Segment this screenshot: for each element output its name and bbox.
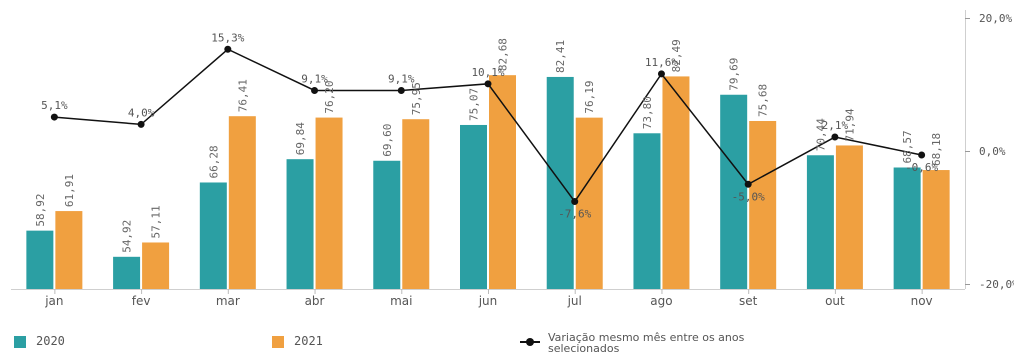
- bar-2021-nov[interactable]: [922, 170, 950, 289]
- data-label-2020: 75,07: [468, 88, 481, 121]
- legend-item-variation[interactable]: Variação mesmo mês entre os anos selecio…: [520, 332, 768, 354]
- variation-point-fev[interactable]: [137, 120, 145, 128]
- data-label-2020: 69,60: [381, 124, 394, 157]
- bar-2021-ago[interactable]: [662, 76, 690, 289]
- variation-label: 15,3%: [211, 31, 244, 44]
- variation-point-abr[interactable]: [311, 86, 319, 94]
- bar-2021-jun[interactable]: [489, 75, 516, 289]
- data-label-2021: 61,91: [63, 174, 76, 207]
- data-label-2021: 76,41: [236, 79, 249, 112]
- bar-2020-jun[interactable]: [460, 124, 487, 289]
- variation-point-jan[interactable]: [50, 113, 58, 121]
- variation-point-mai[interactable]: [397, 86, 405, 94]
- legend-swatch-2021: [272, 336, 284, 348]
- data-label-2020: 73,80: [641, 96, 654, 129]
- bar-2020-nov[interactable]: [893, 167, 921, 289]
- data-label-2020: 58,92: [34, 194, 47, 227]
- bar-2020-abr[interactable]: [286, 159, 314, 289]
- variation-label: 2,1%: [822, 119, 849, 132]
- data-label-2021: 71,94: [843, 108, 856, 141]
- chart: 20,0% 0,0% -20,0% jan fev mar abr mai jun jul ago s…: [11, 10, 1014, 308]
- data-label-2020: 70,44: [814, 118, 827, 151]
- y2-tick-label: -20,0%: [979, 278, 1014, 291]
- variation-label: 10,1%: [471, 66, 504, 79]
- data-label-2020: 69,84: [294, 122, 307, 155]
- variation-label: -5,0%: [732, 190, 765, 203]
- bars-layer: [26, 75, 950, 289]
- bar-2021-out[interactable]: [835, 145, 863, 289]
- variation-label: -7,6%: [558, 208, 591, 221]
- variation-point-nov[interactable]: [918, 151, 926, 159]
- bar-2021-fev[interactable]: [142, 242, 170, 289]
- bar-2021-mai[interactable]: [402, 119, 430, 289]
- x-tick-label-ago: ago: [650, 294, 672, 308]
- bar-2020-fev[interactable]: [113, 256, 141, 289]
- bar-2020-out[interactable]: [806, 155, 834, 289]
- data-label-2021: 75,95: [410, 82, 423, 115]
- x-tick-label-set: set: [739, 294, 758, 308]
- variation-point-mar[interactable]: [224, 45, 232, 53]
- variation-label: 4,0%: [128, 106, 155, 119]
- legend-swatch-2020: [14, 336, 26, 348]
- data-label-2020: 68,57: [901, 130, 914, 163]
- bar-2020-mar[interactable]: [199, 182, 227, 289]
- bar-2021-set[interactable]: [749, 120, 777, 289]
- x-tick-label-abr: abr: [305, 294, 325, 308]
- x-tick-label-nov: nov: [911, 294, 933, 308]
- legend-label-2021: 2021: [294, 334, 323, 348]
- data-label-2021: 82,68: [497, 38, 510, 71]
- data-label-2021: 76,20: [323, 80, 336, 113]
- variation-label: 11,6%: [645, 56, 678, 69]
- bar-2021-abr[interactable]: [315, 117, 343, 289]
- x-tick-label-jul: jul: [567, 294, 582, 308]
- bar-2020-set[interactable]: [720, 94, 748, 289]
- x-tick-label-out: out: [825, 294, 845, 308]
- bar-2020-jan[interactable]: [26, 230, 54, 289]
- data-label-2021: 68,18: [930, 133, 943, 166]
- y2-tick-label: 0,0%: [979, 145, 1006, 158]
- variation-label: 5,1%: [41, 99, 68, 112]
- data-label-2020: 79,69: [728, 58, 741, 91]
- legend-label-variation: Variação mesmo mês entre os anos selecio…: [548, 331, 745, 355]
- legend-line-symbol: [520, 336, 540, 348]
- x-tick-label-fev: fev: [132, 294, 151, 308]
- legend-label-2020: 2020: [36, 334, 65, 348]
- data-label-2020: 54,92: [121, 220, 134, 253]
- bar-2020-ago[interactable]: [633, 133, 661, 289]
- variation-point-out[interactable]: [831, 133, 839, 141]
- x-tick-label-jan: jan: [44, 294, 63, 308]
- data-label-2021: 82,49: [670, 39, 683, 72]
- variation-label: 9,1%: [388, 72, 415, 85]
- data-label-2020: 82,41: [554, 40, 567, 73]
- variation-label: -0,6%: [905, 161, 938, 174]
- variation-label: 9,1%: [301, 72, 328, 85]
- data-label-2020: 66,28: [207, 145, 220, 178]
- x-tick-label-mai: mai: [390, 294, 412, 308]
- x-tick-label-jun: jun: [478, 294, 498, 308]
- bar-2020-mai[interactable]: [373, 160, 401, 289]
- data-label-2021: 76,19: [583, 81, 596, 114]
- variation-point-jun[interactable]: [484, 80, 492, 88]
- x-tick-label-mar: mar: [216, 294, 240, 308]
- variation-point-jul[interactable]: [571, 198, 579, 206]
- legend-item-2021[interactable]: 2021: [272, 332, 323, 354]
- labels-layer: 58,92 61,91 54,92 57,11 66,28 76,41 69,84 76,20…: [34, 31, 943, 253]
- data-label-2021: 75,68: [757, 84, 770, 117]
- bar-2021-jul[interactable]: [575, 117, 603, 289]
- legend-item-2020[interactable]: 2020: [14, 332, 65, 354]
- bar-2021-jan[interactable]: [55, 211, 83, 289]
- y2-tick-label: 20,0%: [979, 12, 1012, 25]
- variation-point-ago[interactable]: [657, 70, 665, 78]
- axes-layer: 20,0% 0,0% -20,0% jan fev mar abr mai jun jul ago s…: [11, 10, 1014, 308]
- data-label-2021: 57,11: [150, 205, 163, 238]
- bar-2021-mar[interactable]: [228, 116, 256, 289]
- line-layer: [50, 45, 926, 206]
- variation-point-set[interactable]: [744, 180, 752, 188]
